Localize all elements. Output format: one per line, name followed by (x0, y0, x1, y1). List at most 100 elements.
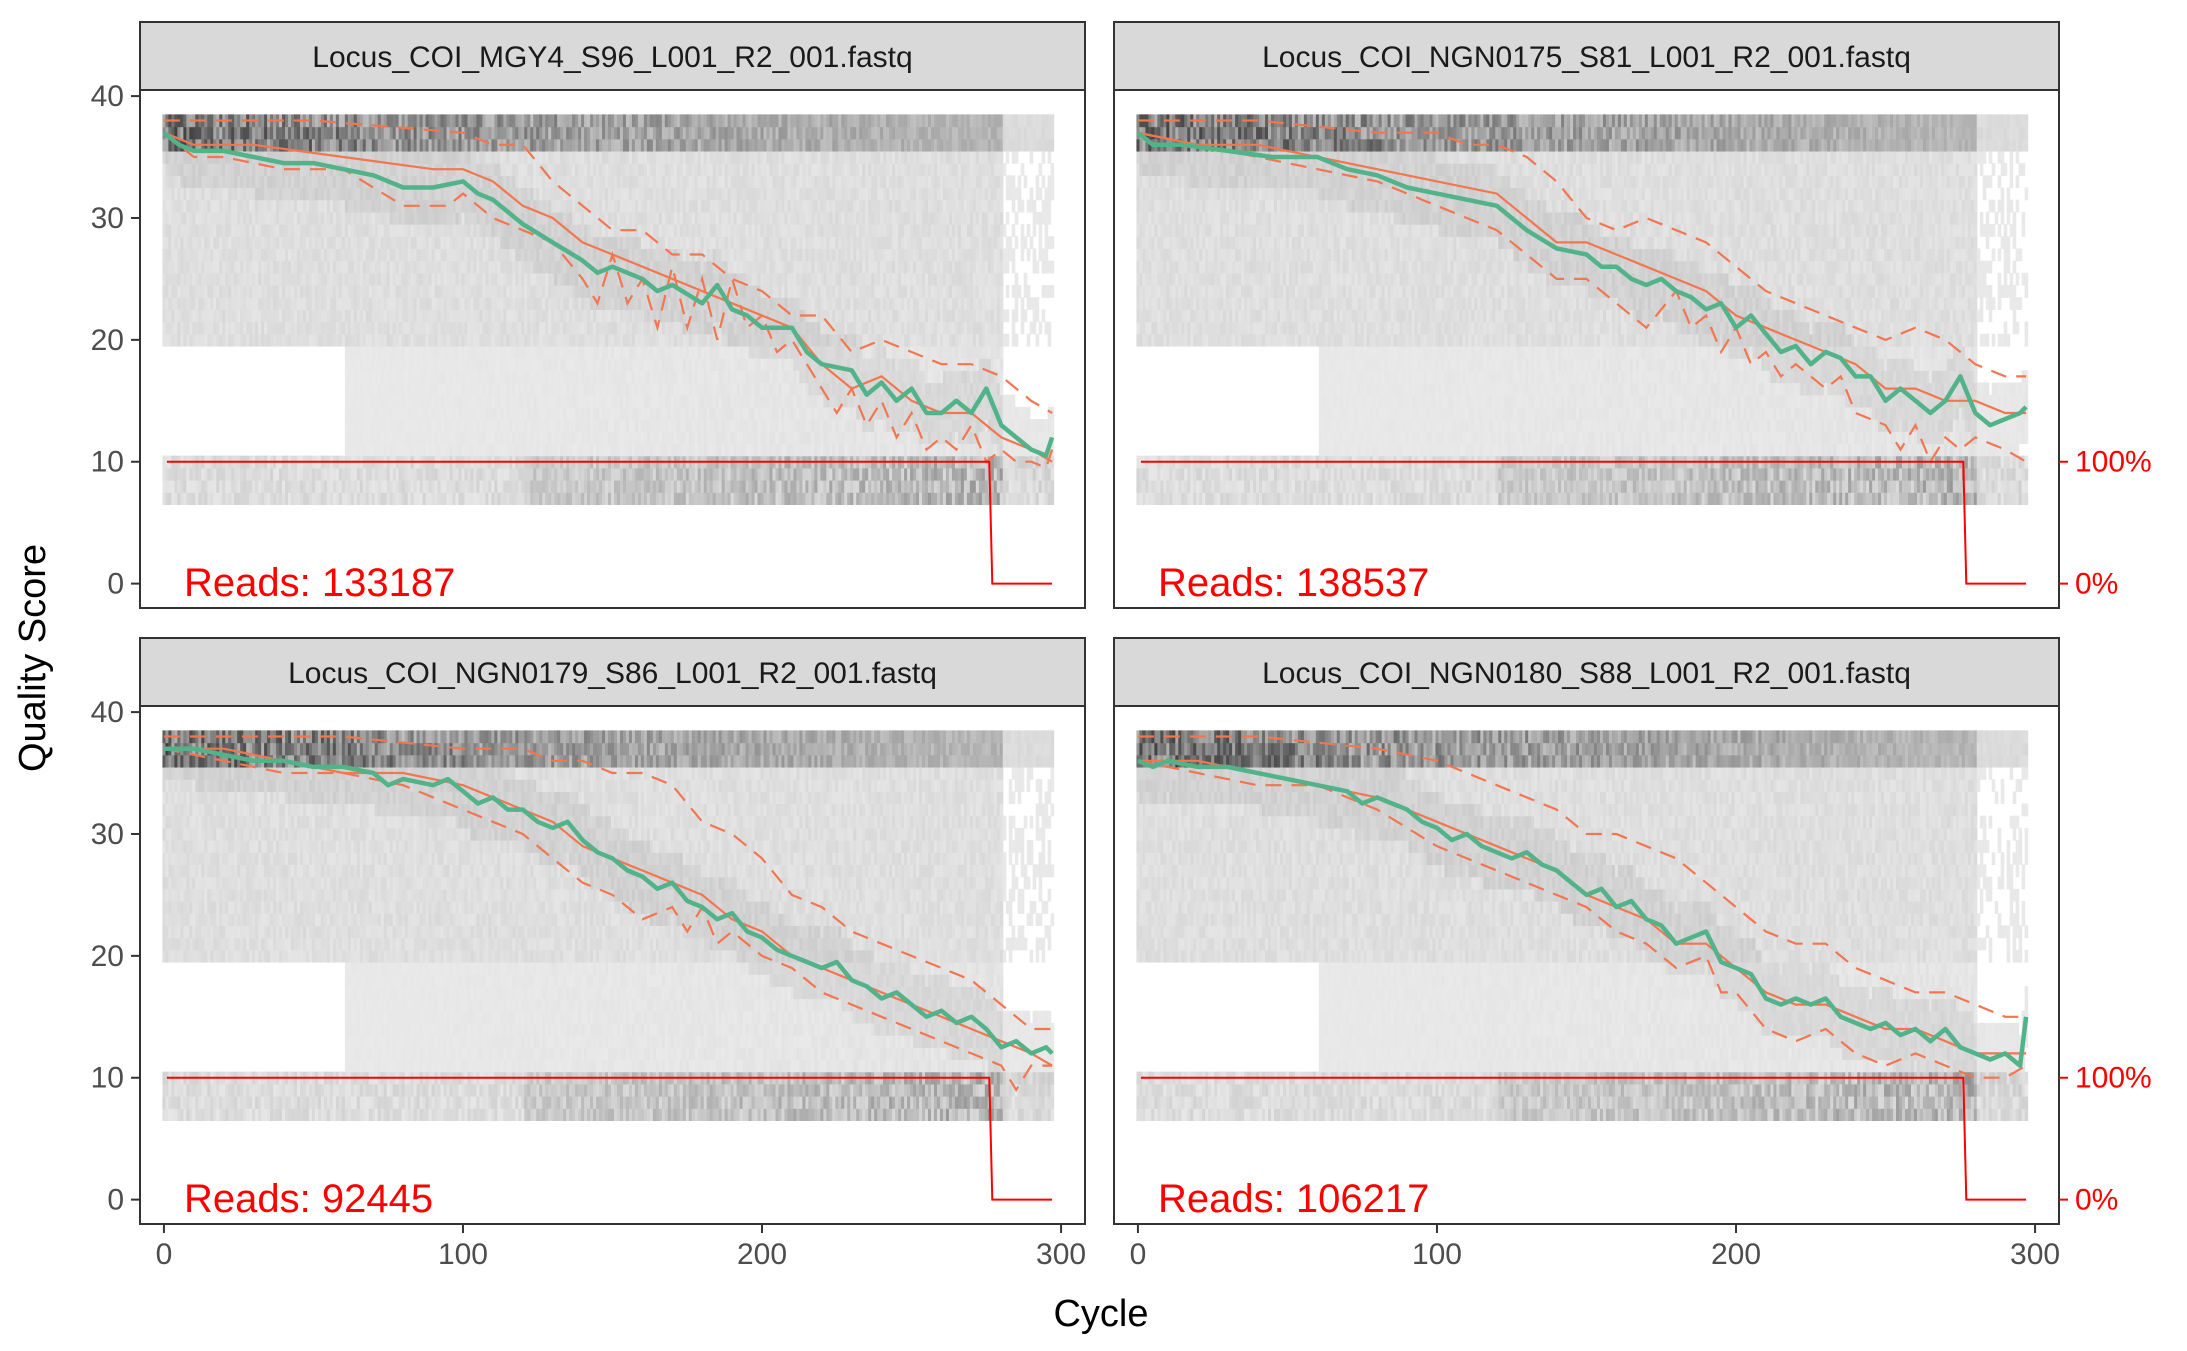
heatmap-tile (608, 431, 612, 445)
heatmap-tile (578, 382, 582, 396)
heatmap-tile (488, 297, 492, 310)
heatmap-tile (186, 333, 190, 347)
heatmap-tile (386, 321, 391, 335)
heatmap-tile (590, 406, 594, 420)
heatmap-tile (425, 150, 430, 164)
heatmap-tile (676, 150, 681, 164)
heatmap-tile (401, 150, 406, 164)
heatmap-tile (302, 236, 307, 250)
heatmap-tile (479, 431, 484, 445)
heatmap-tile (602, 248, 606, 262)
heatmap-tile (646, 297, 651, 310)
heatmap-tile (258, 492, 262, 505)
heatmap-tile (368, 467, 373, 481)
heatmap-tile (670, 321, 675, 335)
heatmap-tile (329, 248, 334, 262)
heatmap-tile (374, 492, 379, 505)
heatmap-tile (572, 126, 576, 140)
heatmap-tile (323, 321, 328, 335)
heatmap-tile (551, 175, 555, 189)
heatmap-tile (177, 272, 181, 286)
heatmap-tile (521, 333, 525, 347)
heatmap-tile (267, 333, 271, 347)
heatmap-tile (419, 187, 424, 201)
heatmap-tile (566, 150, 570, 164)
heatmap-tile (416, 114, 421, 128)
heatmap-tile (551, 358, 555, 371)
heatmap-tile (494, 285, 498, 298)
heatmap-tile (389, 345, 394, 359)
heatmap-tile (655, 199, 660, 213)
heatmap-tile (291, 187, 295, 201)
heatmap-tile (338, 224, 343, 237)
heatmap-tile (676, 480, 681, 493)
heatmap-tile (165, 150, 170, 164)
heatmap-tile (216, 248, 220, 262)
heatmap-tile (473, 419, 478, 432)
heatmap-tile (246, 285, 250, 298)
heatmap-tile (216, 285, 220, 298)
heatmap-tile (377, 163, 382, 176)
heatmap-tile (338, 126, 343, 140)
heatmap-tile (392, 138, 397, 152)
heatmap-tile (359, 236, 364, 250)
heatmap-tile (527, 358, 531, 371)
heatmap-tile (655, 382, 660, 396)
heatmap-tile (482, 199, 487, 213)
heatmap-tile (628, 345, 633, 359)
heatmap-tile (389, 406, 394, 420)
heatmap-tile (261, 260, 265, 274)
heatmap-tile (398, 138, 403, 152)
heatmap-tile (599, 211, 603, 225)
heatmap-tile (539, 260, 543, 274)
heatmap-tile (530, 321, 534, 335)
heatmap-tile (628, 138, 633, 152)
heatmap-tile (649, 467, 654, 481)
heatmap-tile (276, 236, 280, 250)
heatmap-tile (240, 163, 244, 176)
heatmap-tile (428, 358, 433, 371)
heatmap-tile (446, 285, 451, 298)
heatmap-tile (222, 211, 226, 225)
heatmap-tile (563, 236, 567, 250)
heatmap-tile (305, 309, 310, 323)
heatmap-tile (664, 297, 669, 310)
heatmap-tile (395, 394, 400, 408)
heatmap-tile (225, 333, 229, 347)
heatmap-tile (524, 260, 528, 274)
heatmap-tile (311, 248, 316, 262)
heatmap-tile (449, 431, 454, 445)
heatmap-tile (470, 138, 475, 152)
heatmap-tile (554, 138, 558, 152)
heatmap-tile (258, 272, 262, 286)
heatmap-tile (602, 492, 606, 505)
heatmap-tile (640, 163, 645, 176)
heatmap-tile (323, 236, 328, 250)
heatmap-tile (341, 492, 346, 505)
heatmap-tile (494, 272, 498, 286)
heatmap-tile (506, 248, 510, 262)
heatmap-tile (643, 394, 648, 408)
heatmap-tile (299, 138, 304, 152)
heatmap-tile (488, 138, 492, 152)
heatmap-tile (539, 443, 543, 457)
heatmap-tile (587, 394, 591, 408)
heatmap-tile (371, 175, 376, 189)
heatmap-tile (521, 297, 525, 310)
heatmap-tile (168, 236, 173, 250)
heatmap-tile (497, 224, 501, 237)
heatmap-tile (655, 431, 660, 445)
heatmap-tile (383, 236, 388, 250)
heatmap-tile (575, 126, 579, 140)
heatmap-tile (521, 126, 525, 140)
heatmap-tile (323, 333, 328, 347)
heatmap-tile (177, 480, 181, 493)
heatmap-tile (305, 163, 310, 176)
heatmap-tile (649, 248, 654, 262)
heatmap-tile (596, 236, 600, 250)
heatmap-tile (443, 467, 448, 481)
heatmap-tile (431, 236, 436, 250)
heatmap-tile (231, 236, 235, 250)
heatmap-tile (386, 358, 391, 371)
heatmap-tile (201, 163, 205, 176)
